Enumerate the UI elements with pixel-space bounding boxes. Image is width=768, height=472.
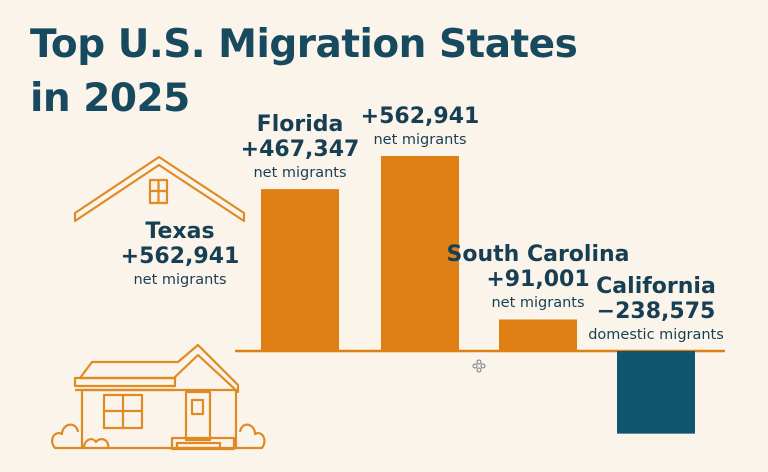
category-label: Florida xyxy=(256,112,344,138)
title-line-1: Top U.S. Migration States xyxy=(30,22,578,67)
value-label: +562,941 xyxy=(120,244,240,269)
value-label: +91,001 xyxy=(486,267,590,293)
chart-title: Top U.S. Migration States in 2025 xyxy=(30,18,578,126)
unit-label: net migrants xyxy=(491,295,585,312)
data-label: California −238,575 domestic migrants xyxy=(588,274,724,345)
value-label: −238,575 xyxy=(596,299,716,324)
unit-label: net migrants xyxy=(253,165,347,182)
category-label: South Carolina xyxy=(446,242,630,268)
unit-label: domestic migrants xyxy=(588,327,724,343)
data-label: South Carolina +91,001 net migrants xyxy=(446,242,629,313)
title-line-2: in 2025 xyxy=(30,76,190,121)
bar-florida xyxy=(261,189,339,351)
category-label: Texas xyxy=(145,219,215,244)
bar-california xyxy=(617,351,695,434)
house-icon xyxy=(51,155,266,451)
value-label: +467,347 xyxy=(240,137,360,163)
bar-unlabeled xyxy=(381,156,459,351)
bar-south-carolina xyxy=(499,319,577,351)
unit-label: net migrants xyxy=(373,132,467,148)
data-label: Texas +562,941 net migrants xyxy=(121,219,240,290)
data-label: Florida +467,347 net migrants xyxy=(241,112,360,183)
unit-label: net migrants xyxy=(133,272,227,288)
value-label: +562,941 xyxy=(360,104,480,129)
category-label: California xyxy=(596,274,716,299)
move-cursor-icon xyxy=(472,359,486,373)
data-label: +562,941 net migrants xyxy=(361,104,480,150)
